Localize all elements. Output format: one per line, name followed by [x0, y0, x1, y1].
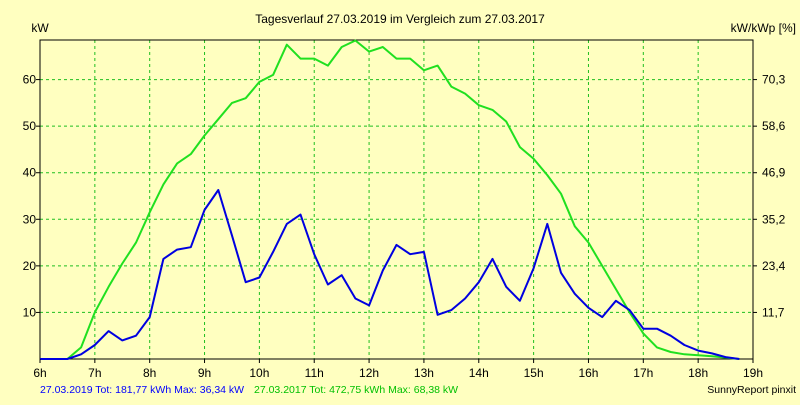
y-axis-ticks-right: 11,7 23,4 35,2 46,9 58,6 70,3 — [753, 73, 786, 319]
x-tick-label: 8h — [143, 366, 156, 380]
x-tick-label: 12h — [359, 366, 379, 380]
footer-credit: SunnyReport pinxit — [707, 384, 796, 396]
x-tick-label: 17h — [633, 366, 653, 380]
x-tick-label: 7h — [88, 366, 101, 380]
y-tick-label-left: 60 — [23, 73, 37, 87]
footer-series-2017: 27.03.2017 Tot: 472,75 kWh Max: 68,38 kW — [254, 384, 458, 396]
x-axis-ticks: 6h 7h 8h 9h 10h 11h 12h 13h 14h 15h 16h 17h 18h 19h — [33, 359, 763, 380]
plot-frame — [39, 39, 754, 360]
x-tick-label: 16h — [578, 366, 598, 380]
grid-lines — [40, 40, 753, 359]
x-tick-label: 6h — [33, 366, 46, 380]
y-tick-label-right: 35,2 — [762, 212, 786, 226]
y-tick-label-left: 50 — [23, 119, 37, 133]
y-tick-label-right: 58,6 — [762, 119, 786, 133]
x-tick-label: 9h — [198, 366, 211, 380]
series-line-s2019 — [40, 189, 740, 360]
x-tick-label: 18h — [688, 366, 708, 380]
y-tick-label-right: 11,7 — [762, 305, 785, 319]
y-axis-label-right: kW/kWp [%] — [731, 21, 796, 35]
footer-series-2019: 27.03.2019 Tot: 181,77 kWh Max: 36,34 kW — [40, 384, 244, 396]
y-tick-label-right: 70,3 — [762, 73, 786, 87]
y-axis-label-left: kW — [31, 21, 49, 35]
x-tick-label: 14h — [469, 366, 489, 380]
x-tick-label: 11h — [305, 366, 324, 380]
chart-title: Tagesverlauf 27.03.2019 im Vergleich zum… — [255, 12, 545, 26]
x-tick-label: 13h — [414, 366, 434, 380]
y-axis-ticks-left: 10 20 30 40 50 60 — [23, 73, 40, 319]
series-layer — [40, 39, 740, 360]
y-tick-label-right: 46,9 — [762, 166, 786, 180]
x-tick-label: 15h — [524, 366, 544, 380]
x-tick-label: 10h — [249, 366, 269, 380]
y-tick-label-right: 23,4 — [762, 259, 786, 273]
y-tick-label-left: 40 — [23, 166, 37, 180]
y-tick-label-left: 30 — [23, 212, 37, 226]
x-tick-label: 19h — [743, 366, 763, 380]
y-tick-label-left: 10 — [23, 305, 37, 319]
y-tick-label-left: 20 — [23, 259, 37, 273]
series-line-s2017 — [40, 39, 740, 360]
